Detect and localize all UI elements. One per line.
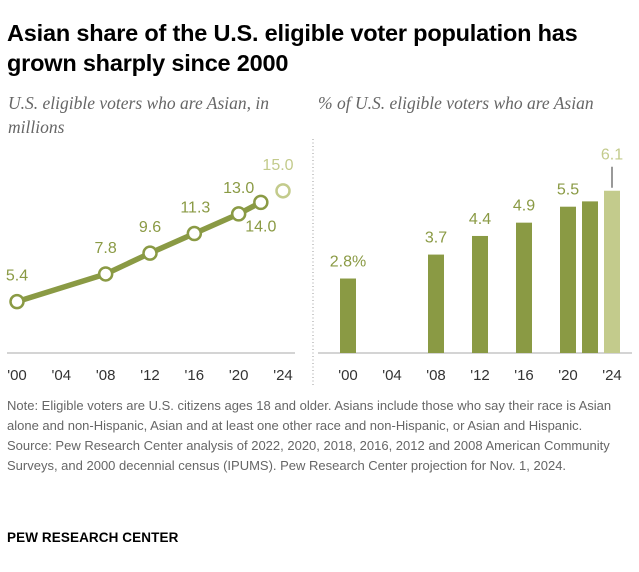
line-data-label: 14.0 <box>245 218 276 235</box>
bar <box>472 235 488 353</box>
bar-projected <box>604 190 620 353</box>
bar-chart-x-tick: '08 <box>426 367 446 384</box>
line-point <box>142 245 158 261</box>
bar-chart-x-tick: '12 <box>470 367 490 384</box>
line-chart-subtitle: U.S. eligible voters who are Asian, in m… <box>8 93 270 137</box>
source-text: Source: Pew Research Center analysis of … <box>7 438 610 473</box>
bar <box>340 278 356 353</box>
line-point <box>9 293 25 310</box>
line-chart-x-tick: '24 <box>273 367 293 384</box>
line-chart-x-tick: '08 <box>96 367 116 384</box>
line-point <box>97 266 114 282</box>
bar-data-label: 4.9 <box>513 198 535 215</box>
line-series-eligible-voters <box>14 199 264 305</box>
line-chart-x-tick: '00 <box>7 367 27 384</box>
line-chart-x-tick: '16 <box>185 367 205 384</box>
bar-data-label: 4.4 <box>469 211 491 228</box>
bar-chart-x-tick: '20 <box>558 367 578 384</box>
bar <box>516 222 532 353</box>
line-chart-x-tick: '04 <box>52 367 72 384</box>
bar-chart-x-tick: '24 <box>602 367 622 384</box>
brand-logo-text: PEW RESEARCH CENTER <box>7 530 179 545</box>
line-data-label: 15.0 <box>262 157 293 174</box>
line-data-label: 11.3 <box>180 200 210 217</box>
bar-chart-x-tick: '16 <box>514 367 534 384</box>
line-point <box>253 194 269 211</box>
line-data-label: 13.0 <box>223 180 254 197</box>
notes-block: Note: Eligible voters are U.S. citizens … <box>7 396 632 476</box>
bar <box>582 201 598 353</box>
bar <box>428 254 444 353</box>
bar-chart-x-tick: '00 <box>338 367 358 384</box>
note-text: Note: Eligible voters are U.S. citizens … <box>7 398 612 433</box>
bar-data-label: 6.1 <box>601 147 623 164</box>
bar <box>560 206 576 353</box>
line-point <box>230 206 247 222</box>
line-data-label: 7.8 <box>95 240 117 257</box>
bar-chart-x-tick: '04 <box>382 367 402 384</box>
bar-data-label: 3.7 <box>425 230 447 247</box>
bar-chart-subtitle: % of U.S. eligible voters who are Asian <box>318 93 594 113</box>
line-point-projected <box>275 183 291 199</box>
bar-data-label: 2.8% <box>330 254 366 271</box>
chart-title: Asian share of the U.S. eligible voter p… <box>7 20 578 76</box>
bar-data-label: 5.5 <box>557 182 579 199</box>
line-data-label: 5.4 <box>6 268 28 285</box>
line-point <box>186 225 203 242</box>
line-data-label: 9.6 <box>139 219 161 236</box>
line-chart-x-tick: '12 <box>140 367 160 384</box>
line-chart-x-tick: '20 <box>229 367 249 384</box>
